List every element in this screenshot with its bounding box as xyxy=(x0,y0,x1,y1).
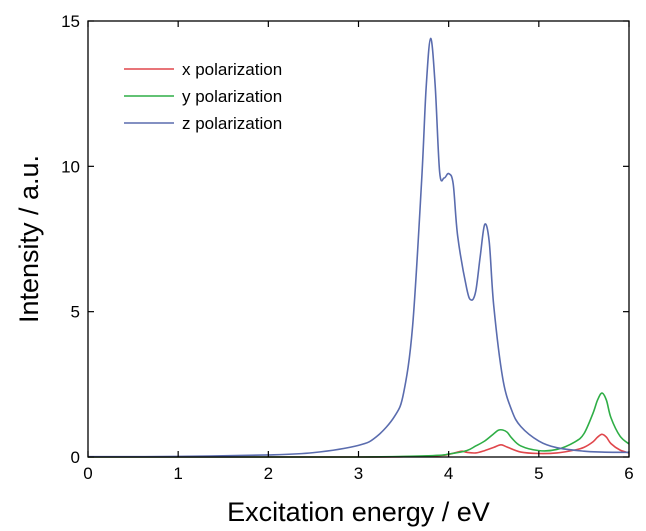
x-tick-label: 3 xyxy=(354,464,363,483)
legend: x polarization y polarization z polarizati… xyxy=(124,60,282,133)
x-tick-label: 6 xyxy=(624,464,633,483)
x-tick-label: 4 xyxy=(444,464,453,483)
x-tick-label: 2 xyxy=(264,464,273,483)
y-axis-label: Intensity / a.u. xyxy=(14,155,44,323)
y-tick-label: 10 xyxy=(61,157,80,176)
plot-frame xyxy=(87,20,630,458)
axis-ticks: 0 1 2 3 4 5 6 0 5 10 15 xyxy=(61,12,634,483)
x-tick-label: 0 xyxy=(83,464,92,483)
legend-label-z: z polarization xyxy=(182,114,282,133)
series-line-y xyxy=(87,392,630,458)
x-axis-label: Excitation energy / eV xyxy=(227,497,490,527)
series-line-z xyxy=(87,37,630,458)
legend-label-y: y polarization xyxy=(182,87,282,106)
x-tick-label: 5 xyxy=(534,464,543,483)
y-tick-label: 5 xyxy=(71,303,80,322)
legend-label-x: x polarization xyxy=(182,60,282,79)
y-tick-label: 15 xyxy=(61,12,80,31)
plot-area xyxy=(87,37,630,458)
x-tick-label: 1 xyxy=(173,464,182,483)
y-tick-label: 0 xyxy=(71,448,80,467)
